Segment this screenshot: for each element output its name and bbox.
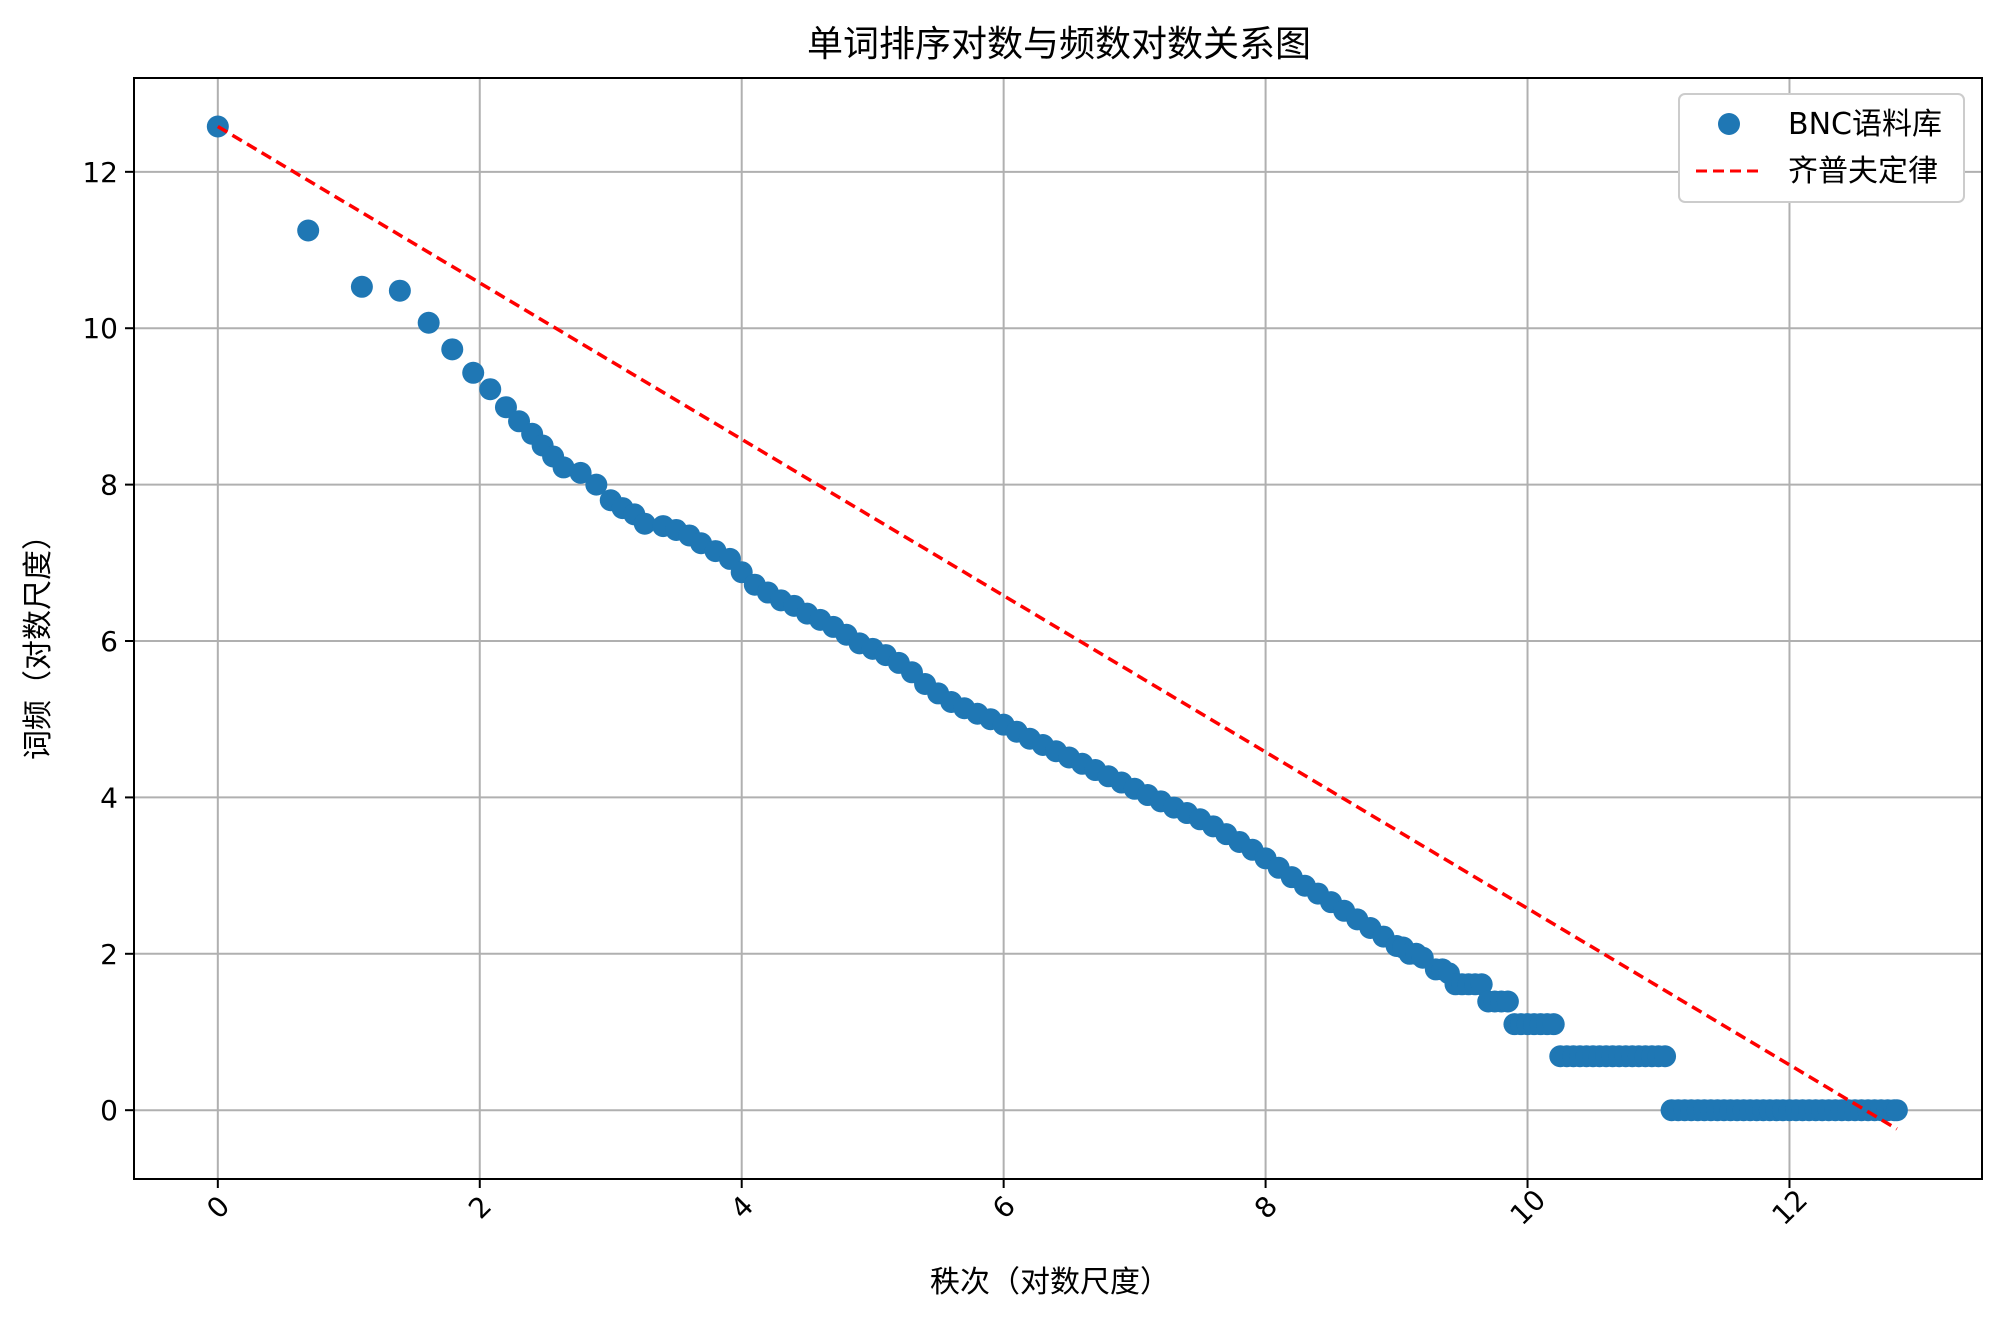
scatter-point	[1496, 990, 1519, 1013]
scatter-point	[1885, 1099, 1908, 1122]
y-tick-label: 4	[100, 781, 118, 814]
scatter-point	[462, 361, 485, 384]
scatter-point	[633, 512, 656, 535]
scatter-point	[1654, 1045, 1677, 1068]
y-tick-label: 6	[100, 625, 118, 658]
legend-box	[1678, 93, 1965, 203]
scatter-point	[441, 338, 464, 361]
chart-title: 单词排序对数与频数对数关系图	[807, 24, 1311, 65]
scatter-point	[388, 279, 411, 302]
scatter-point	[1542, 1013, 1565, 1036]
legend: BNC语料库 齐普夫定律	[1678, 93, 1965, 203]
scatter-point	[479, 378, 502, 401]
scatter-point	[585, 473, 608, 496]
scatter-point	[552, 456, 575, 479]
x-axis-label: 秩次（对数尺度）	[930, 1265, 1170, 1300]
legend-scatter-marker	[1718, 113, 1740, 135]
legend-label-zipf: 齐普夫定律	[1788, 154, 1938, 189]
scatter-point	[1470, 973, 1493, 996]
scatter-point	[350, 275, 373, 298]
plot-frame	[133, 77, 1983, 1180]
y-tick-label: 8	[100, 469, 118, 502]
zipf-law-line	[216, 124, 1898, 1131]
plot-series	[206, 115, 1908, 1131]
y-tick-label: 12	[82, 156, 118, 189]
y-tick-label: 10	[82, 312, 118, 345]
y-tick-label: 0	[100, 1094, 118, 1127]
scatter-point	[297, 219, 320, 242]
grid-lines	[134, 78, 1982, 1179]
y-tick-label: 2	[100, 938, 118, 971]
legend-label-bnc: BNC语料库	[1788, 107, 1942, 142]
scatter-point	[417, 311, 440, 334]
scatter-point	[569, 461, 592, 484]
y-axis-label: 词频（对数尺度）	[21, 520, 56, 760]
scatter-point	[494, 396, 517, 419]
